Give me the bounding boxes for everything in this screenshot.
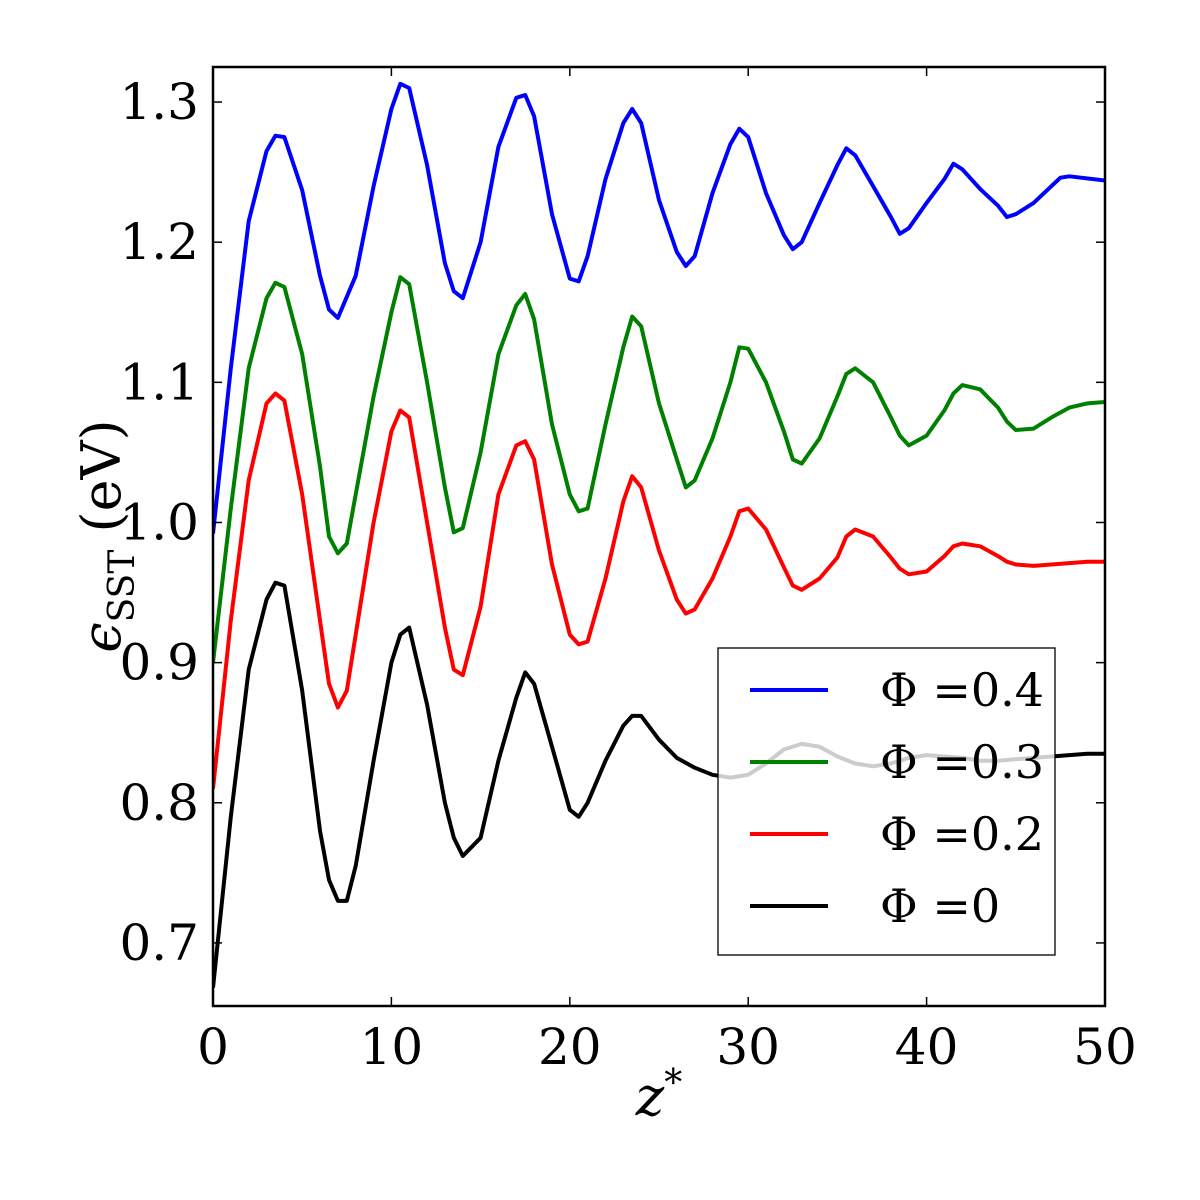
legend-box <box>717 647 1056 956</box>
y-tick-label: 1.0 <box>119 493 199 551</box>
legend-label-1: Φ =0.3 <box>880 735 1044 789</box>
y-axis-label: ϵSST (eV) <box>70 419 143 652</box>
tick-layer: 0 10 20 30 40 50 0.7 0.8 0.9 1.0 1.1 1.2 1.3 <box>119 67 1137 1076</box>
x-tick-label: 0 <box>197 1018 229 1076</box>
series-line-2 <box>213 391 1105 790</box>
series-layer <box>213 81 1105 989</box>
x-tick-label: 20 <box>538 1018 602 1076</box>
x-tick-label: 10 <box>360 1018 424 1076</box>
y-tick-label: 0.8 <box>119 774 199 832</box>
y-tick-label: 0.7 <box>119 914 199 972</box>
series-line-0 <box>213 81 1105 534</box>
y-tick-label: 1.3 <box>119 73 199 131</box>
series-line-1 <box>213 275 1105 663</box>
plot-frame <box>211 65 1107 1008</box>
x-tick-label: 30 <box>716 1018 780 1076</box>
x-tick-label: 50 <box>1073 1018 1137 1076</box>
legend: Φ =0.4 Φ =0.3 Φ =0.2 Φ =0 <box>717 647 1056 956</box>
legend-label-0: Φ =0.4 <box>880 663 1044 717</box>
y-tick-label: 1.2 <box>119 213 199 271</box>
legend-label-3: Φ =0 <box>880 879 1000 933</box>
y-tick-label: 0.9 <box>119 634 199 692</box>
legend-label-2: Φ =0.2 <box>880 807 1044 861</box>
y-tick-label: 1.1 <box>119 353 199 411</box>
x-tick-label: 40 <box>895 1018 959 1076</box>
